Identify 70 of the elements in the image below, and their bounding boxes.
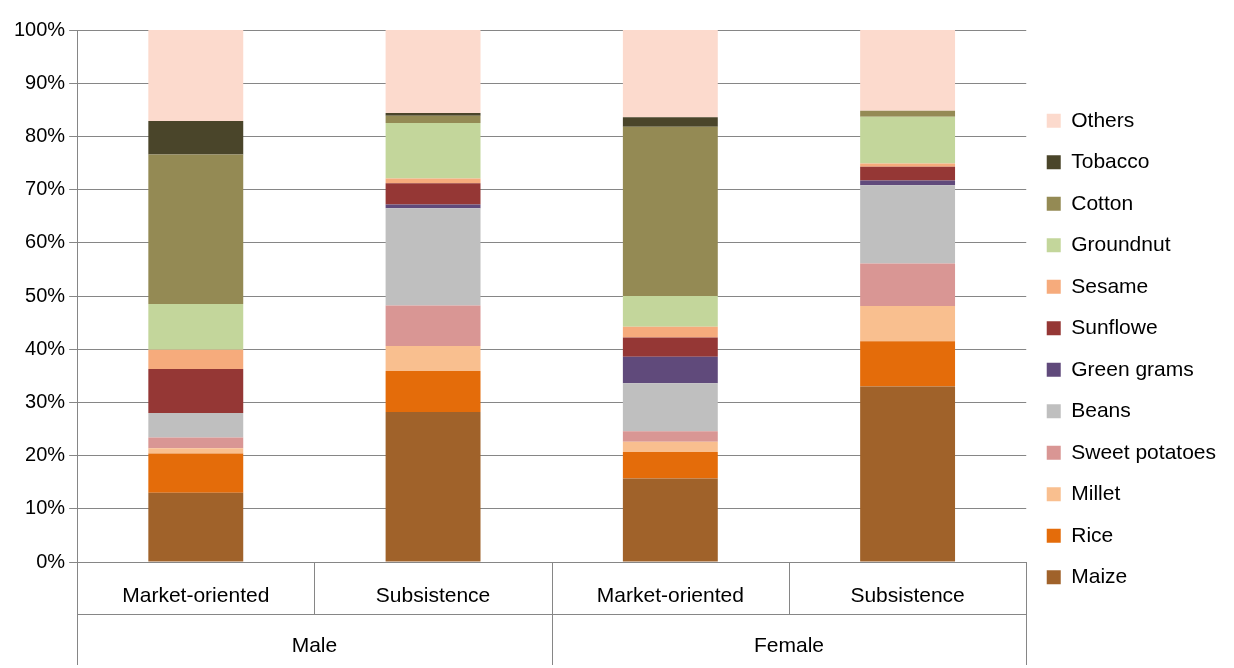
bar [860,116,956,164]
bar [148,349,244,369]
bar [622,326,718,338]
bar [385,123,481,179]
bar [148,492,244,562]
bar [622,441,718,452]
text: Female [753,632,824,656]
bar [622,117,718,127]
bar [148,368,244,414]
bar [385,204,481,209]
y-tick-label: 10% [25,496,66,519]
bar [385,112,481,116]
bar [860,306,956,342]
bar [385,183,481,205]
bar [385,411,481,562]
legend-label: Maize [1071,564,1128,588]
bar [385,346,481,372]
legend-label: Cotton [1071,190,1134,214]
bar [148,30,244,121]
bar [622,478,718,562]
bar [385,178,481,184]
bar [385,208,481,306]
y-tick-label: 0% [36,549,66,572]
legend-label: Tobacco [1071,149,1150,173]
bar [622,356,718,384]
bar [385,305,481,347]
legend-label: Millet [1071,481,1121,505]
bar [148,303,244,350]
bar [385,30,481,113]
y-tick-label: 80% [25,123,66,146]
bar [148,413,244,438]
bar [148,437,244,449]
y-tick-label: 70% [25,177,66,200]
legend-label: Sesame [1071,273,1149,297]
bar [860,263,956,307]
bar [622,30,718,118]
bar [148,154,244,304]
bar [622,296,718,327]
bar [148,453,244,493]
y-tick-label: 90% [25,70,66,93]
legend-label: Beans [1071,398,1131,422]
bar [622,431,718,442]
bar [622,451,718,479]
bar [622,337,718,357]
legend-label: Groundnut [1071,232,1171,256]
bar [860,163,956,167]
text: Male [291,632,338,656]
legend-label: Green grams [1071,356,1194,380]
y-tick-label: 50% [25,283,66,306]
bar [860,341,956,387]
bar [148,120,244,155]
bar [860,386,956,562]
bar [385,371,481,412]
bar [860,110,956,117]
bar [622,126,718,296]
y-tick-label: 40% [25,336,66,359]
legend-label: Sweet potatoes [1071,439,1216,463]
bar [148,448,244,454]
legend-label: Rice [1071,522,1114,546]
legend-label: Others [1071,107,1135,131]
bar [860,185,956,264]
bar [860,30,956,111]
y-tick-label: 30% [25,389,66,412]
bar [622,383,718,432]
bar [860,166,956,181]
legend-label: Sunflowe [1071,315,1158,339]
y-tick-label: 100% [14,17,66,40]
y-tick-label: 60% [25,230,66,253]
y-tick-label: 20% [25,443,66,466]
bar [385,115,481,124]
